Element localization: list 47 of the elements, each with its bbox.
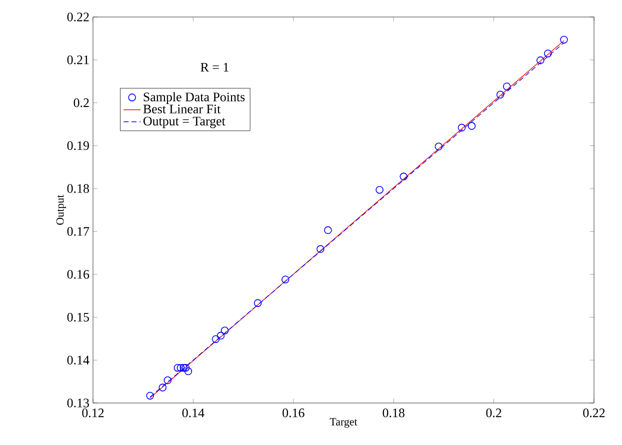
point bbox=[180, 364, 188, 372]
point bbox=[182, 364, 190, 372]
y-tick-label: 0.15 bbox=[67, 312, 89, 322]
point bbox=[536, 56, 544, 64]
point bbox=[560, 36, 568, 44]
x-tick-label: 0.16 bbox=[282, 408, 304, 418]
legend-label: Sample Data Points bbox=[144, 92, 245, 104]
y-axis-title: Output bbox=[56, 194, 66, 225]
legend-label: Best Linear Fit bbox=[143, 104, 221, 114]
x-tick-label: 0.2 bbox=[486, 408, 502, 418]
point bbox=[184, 367, 192, 376]
point bbox=[176, 364, 185, 372]
point bbox=[458, 124, 466, 132]
y-tick-label: 0.13 bbox=[67, 398, 89, 408]
point bbox=[434, 142, 443, 150]
legend-label: Output = Target bbox=[143, 116, 226, 128]
annotation: R = 1 bbox=[200, 62, 228, 72]
y-tick-label: 0.22 bbox=[67, 12, 89, 22]
point bbox=[316, 245, 324, 253]
y-tick-label: 0.17 bbox=[67, 227, 90, 236]
y-tick-label: 0.2 bbox=[74, 98, 89, 108]
point bbox=[502, 82, 511, 90]
x-tick-label: 0.12 bbox=[82, 408, 104, 418]
x-tick-label: 0.18 bbox=[382, 408, 404, 418]
y-tick-label: 0.14 bbox=[67, 356, 90, 365]
point bbox=[376, 186, 384, 194]
x-tick-label: 0.14 bbox=[182, 408, 204, 418]
point bbox=[496, 90, 504, 99]
point bbox=[164, 376, 172, 384]
point bbox=[400, 172, 408, 180]
point bbox=[174, 364, 182, 372]
point bbox=[158, 384, 167, 392]
point bbox=[254, 299, 262, 307]
x-tick-label: 0.22 bbox=[583, 408, 605, 418]
x-axis-title: Target bbox=[330, 418, 358, 428]
y-tick-label: 0.16 bbox=[67, 270, 90, 279]
point bbox=[220, 326, 229, 334]
y-tick-label: 0.19 bbox=[67, 141, 89, 150]
y-tick-label: 0.21 bbox=[67, 55, 89, 64]
point bbox=[282, 276, 290, 284]
point bbox=[212, 335, 220, 343]
point bbox=[544, 50, 552, 58]
y-tick-label: 0.18 bbox=[67, 184, 89, 193]
point bbox=[216, 332, 225, 340]
point bbox=[468, 122, 476, 130]
point bbox=[324, 226, 332, 234]
point bbox=[146, 392, 154, 400]
